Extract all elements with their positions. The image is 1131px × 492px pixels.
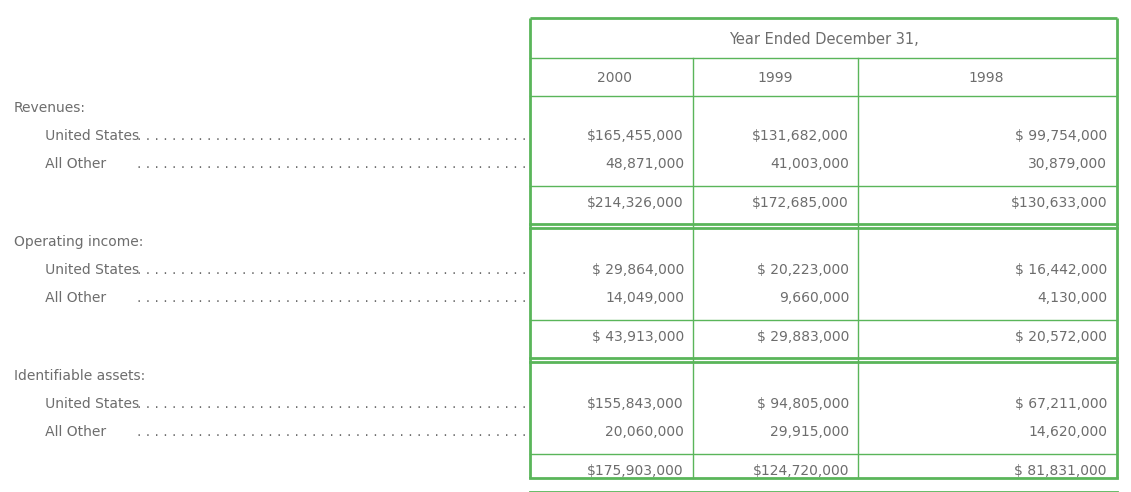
Text: $131,682,000: $131,682,000 [752, 129, 849, 143]
Text: $ 29,864,000: $ 29,864,000 [592, 263, 684, 277]
Text: $172,685,000: $172,685,000 [752, 196, 849, 210]
Text: $ 20,572,000: $ 20,572,000 [1015, 330, 1107, 344]
Text: $ 16,442,000: $ 16,442,000 [1015, 263, 1107, 277]
Text: $ 29,883,000: $ 29,883,000 [757, 330, 849, 344]
Text: . . . . . . . . . . . . . . . . . . . . . . . . . . . . . . . . . . . . . . . . : . . . . . . . . . . . . . . . . . . . . … [137, 157, 526, 171]
Text: 29,915,000: 29,915,000 [770, 425, 849, 439]
Text: United States: United States [32, 397, 139, 411]
Text: $ 67,211,000: $ 67,211,000 [1015, 397, 1107, 411]
Text: . . . . . . . . . . . . . . . . . . . . . . . . . . . . . . . . . . . . . . . . : . . . . . . . . . . . . . . . . . . . . … [137, 129, 526, 143]
Text: $ 94,805,000: $ 94,805,000 [757, 397, 849, 411]
Text: United States: United States [32, 129, 139, 143]
Text: 1999: 1999 [758, 71, 793, 85]
Text: $155,843,000: $155,843,000 [587, 397, 684, 411]
Text: $124,720,000: $124,720,000 [752, 464, 849, 478]
Text: . . . . . . . . . . . . . . . . . . . . . . . . . . . . . . . . . . . . . . . . : . . . . . . . . . . . . . . . . . . . . … [137, 263, 526, 277]
Text: $214,326,000: $214,326,000 [587, 196, 684, 210]
Text: 14,620,000: 14,620,000 [1028, 425, 1107, 439]
Text: All Other: All Other [32, 291, 106, 305]
Text: $ 99,754,000: $ 99,754,000 [1015, 129, 1107, 143]
Text: 20,060,000: 20,060,000 [605, 425, 684, 439]
Text: $130,633,000: $130,633,000 [1010, 196, 1107, 210]
Text: . . . . . . . . . . . . . . . . . . . . . . . . . . . . . . . . . . . . . . . . : . . . . . . . . . . . . . . . . . . . . … [137, 291, 526, 305]
Text: All Other: All Other [32, 157, 106, 171]
Text: 41,003,000: 41,003,000 [770, 157, 849, 171]
Text: Year Ended December 31,: Year Ended December 31, [728, 32, 918, 48]
Text: 9,660,000: 9,660,000 [778, 291, 849, 305]
Text: Revenues:: Revenues: [14, 101, 86, 115]
Text: . . . . . . . . . . . . . . . . . . . . . . . . . . . . . . . . . . . . . . . . : . . . . . . . . . . . . . . . . . . . . … [137, 425, 526, 439]
Text: 14,049,000: 14,049,000 [605, 291, 684, 305]
Text: $ 43,913,000: $ 43,913,000 [592, 330, 684, 344]
Text: $165,455,000: $165,455,000 [587, 129, 684, 143]
Text: Operating income:: Operating income: [14, 235, 144, 249]
Text: 4,130,000: 4,130,000 [1037, 291, 1107, 305]
Text: $175,903,000: $175,903,000 [587, 464, 684, 478]
Text: All Other: All Other [32, 425, 106, 439]
Text: $ 81,831,000: $ 81,831,000 [1015, 464, 1107, 478]
Text: 2000: 2000 [597, 71, 632, 85]
Text: 1998: 1998 [969, 71, 1004, 85]
Text: United States: United States [32, 263, 139, 277]
Text: . . . . . . . . . . . . . . . . . . . . . . . . . . . . . . . . . . . . . . . . : . . . . . . . . . . . . . . . . . . . . … [137, 397, 526, 411]
Text: Identifiable assets:: Identifiable assets: [14, 369, 145, 383]
Text: $ 20,223,000: $ 20,223,000 [757, 263, 849, 277]
Text: 30,879,000: 30,879,000 [1028, 157, 1107, 171]
Text: 48,871,000: 48,871,000 [605, 157, 684, 171]
